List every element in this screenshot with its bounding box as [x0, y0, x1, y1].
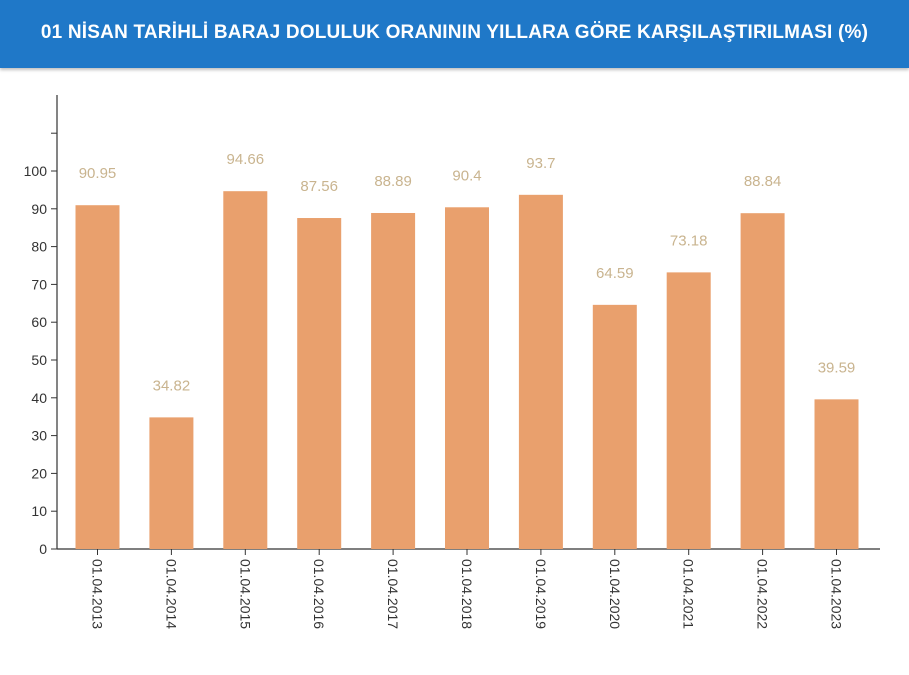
- x-tick-label: 01.04.2023: [829, 559, 845, 629]
- y-tick-label: 40: [31, 390, 47, 406]
- chart-labels: 01.04.2013 90.95 01.04.2014 34.82 01.04.2015…: [79, 151, 856, 629]
- y-tick-label: 60: [31, 314, 47, 330]
- x-tick-label: 01.04.2021: [681, 559, 697, 629]
- chart-bars: [75, 191, 859, 550]
- x-tick-label: 01.04.2017: [385, 559, 401, 629]
- data-label: 34.82: [153, 377, 191, 394]
- bar-01.04.2014: [149, 417, 194, 549]
- x-tick-label: 01.04.2020: [607, 559, 623, 629]
- y-tick-label: 30: [31, 428, 47, 444]
- x-tick-label: 01.04.2015: [237, 559, 253, 629]
- y-tick-label: 90: [31, 201, 47, 217]
- bar-01.04.2020: [592, 304, 637, 549]
- bar-01.04.2016: [297, 218, 342, 549]
- data-label: 90.95: [79, 165, 117, 182]
- bar-01.04.2013: [75, 205, 120, 550]
- data-label: 88.84: [744, 173, 782, 190]
- y-tick-label: 0: [39, 541, 47, 557]
- x-tick-label: 01.04.2016: [311, 559, 327, 629]
- data-label: 90.4: [452, 167, 481, 184]
- y-tick-label: 80: [31, 239, 47, 255]
- y-tick-label: 70: [31, 276, 47, 292]
- bar-01.04.2019: [518, 194, 563, 549]
- data-label: 64.59: [596, 265, 634, 282]
- bar-01.04.2018: [445, 207, 489, 549]
- data-label: 73.18: [670, 232, 708, 249]
- chart-header: 01 NİSAN TARİHLİ BARAJ DOLULUK ORANININ …: [0, 0, 909, 68]
- bar-01.04.2021: [666, 272, 711, 549]
- x-tick-label: 01.04.2014: [163, 559, 179, 629]
- data-label: 88.89: [374, 173, 412, 190]
- data-label: 87.56: [300, 178, 338, 195]
- bar-01.04.2023: [814, 399, 859, 549]
- chart-title: 01 NİSAN TARİHLİ BARAJ DOLULUK ORANININ …: [40, 22, 869, 43]
- x-tick-label: 01.04.2018: [459, 559, 475, 629]
- y-tick-label: 20: [31, 465, 47, 481]
- bar-01.04.2017: [371, 212, 416, 550]
- data-label: 93.7: [526, 155, 555, 172]
- y-tick-label: 50: [31, 352, 47, 368]
- x-tick-label: 01.04.2022: [755, 559, 771, 629]
- data-label: 39.59: [818, 359, 856, 376]
- x-tick-label: 01.04.2013: [90, 559, 106, 629]
- bar-01.04.2015: [223, 191, 268, 550]
- bar-01.04.2022: [740, 213, 785, 549]
- data-label: 94.66: [227, 151, 265, 168]
- x-tick-label: 01.04.2019: [533, 559, 549, 629]
- y-tick-label: 100: [24, 163, 48, 179]
- y-tick-label: 10: [31, 503, 47, 519]
